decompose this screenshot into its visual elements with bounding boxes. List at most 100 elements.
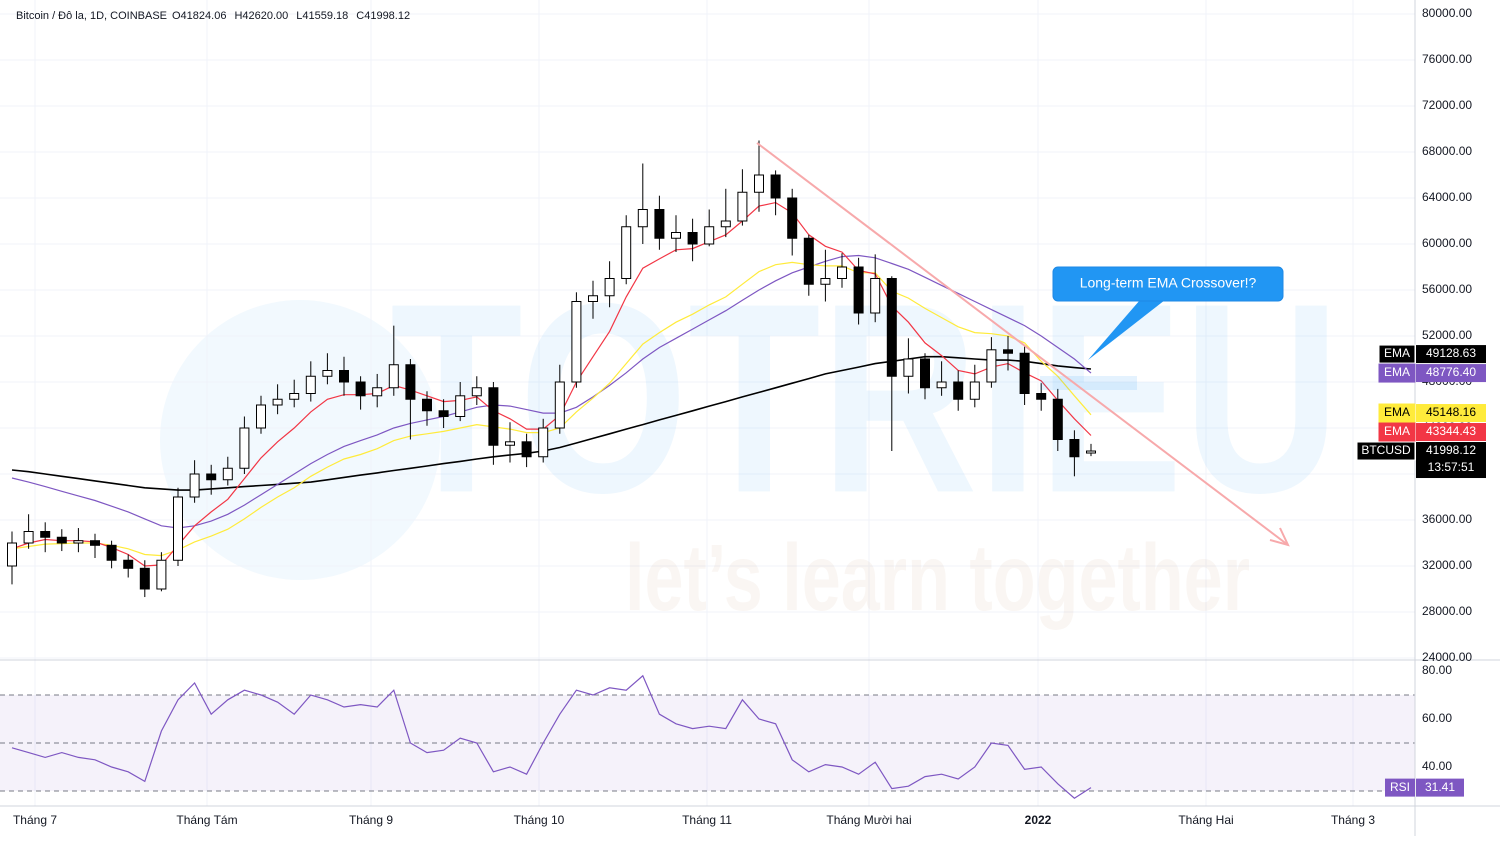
header-ohlc: L41559.18 (296, 10, 348, 22)
price-label-name: EMA (1384, 424, 1410, 438)
y-tick-label: 76000.00 (1422, 52, 1472, 66)
candle-body (837, 266, 847, 279)
price-label-value-bg (1416, 423, 1486, 442)
ema-line (11, 254, 1092, 529)
candle-body (56, 536, 67, 544)
price-label: EMA 49128.63 (1378, 344, 1486, 364)
y-tick-label: 60000.00 (1422, 236, 1472, 250)
candle-body (156, 559, 167, 590)
candle-body (405, 364, 416, 400)
y-tick-label: 64000.00 (1422, 190, 1472, 204)
candle-body (654, 209, 665, 239)
candle-body (886, 278, 897, 377)
callout-pointer (1088, 300, 1165, 360)
legend: Bitcoin / Đô la, 1D, COINBASE O41824.06 H… (16, 10, 410, 22)
candle-body (173, 496, 183, 561)
header-ohlc: O41824.06 (172, 10, 226, 22)
watermark-logo (160, 300, 440, 580)
candle-body (355, 381, 366, 397)
candle-body (953, 381, 964, 400)
price-label-name: EMA (1384, 405, 1410, 419)
candle-body (106, 544, 117, 561)
axes: Tháng 7 Tháng Tám Tháng 9 Tháng 10 Tháng 11 T… (13, 6, 1486, 827)
price-label-name: BTCUSD (1361, 443, 1411, 457)
x-tick-label: Tháng 7 (13, 813, 57, 827)
candle-body (637, 209, 648, 228)
candle-body (588, 295, 598, 302)
y-tick-label: 32000.00 (1422, 558, 1472, 572)
price-label-value-bg (1416, 364, 1486, 383)
x-tick-label: Tháng Tám (176, 813, 237, 827)
candle-body (488, 387, 499, 446)
price-label: EMA 45148.16 (1378, 403, 1486, 423)
candle-body (521, 441, 532, 458)
candle-body (139, 567, 150, 590)
candle-body (936, 381, 947, 389)
y-tick-label: 24000.00 (1422, 650, 1472, 664)
candle-body (505, 441, 515, 446)
candle-body (222, 467, 233, 481)
callout-text: Long-term EMA Crossover!? (1080, 275, 1257, 291)
candle-body (422, 398, 432, 412)
y-tick-label: 36000.00 (1422, 512, 1472, 526)
candle-body (73, 540, 84, 544)
grid (0, 0, 1415, 806)
candle-body (571, 301, 582, 383)
x-tick-label: 2022 (1025, 813, 1052, 827)
price-label-name-bg (1378, 422, 1416, 442)
candle-body (471, 387, 482, 397)
candle-body (339, 370, 349, 383)
header-symbol: Bitcoin / Đô la, 1D, COINBASE (16, 10, 167, 22)
price-label-value: 43344.43 (1426, 424, 1476, 438)
candle-body (305, 375, 316, 394)
candle-body (7, 542, 17, 567)
price-label-name-bg (1356, 441, 1416, 461)
x-tick-label: Tháng Hai (1178, 813, 1233, 827)
candle-body (1086, 450, 1096, 454)
candle-body (272, 398, 283, 406)
rsi-label-value-bg (1416, 778, 1464, 797)
price-label: EMA 43344.43 (1378, 422, 1486, 442)
price-label-value-bg (1416, 404, 1486, 423)
candle-body (671, 232, 681, 239)
candle-body (853, 266, 864, 314)
candle-body (1036, 393, 1047, 400)
watermark-slogan: let’s learn together (625, 525, 1250, 631)
trend-arrow (1269, 527, 1290, 547)
price-label-name-bg (1378, 363, 1416, 383)
candle-body (1003, 349, 1013, 354)
candles (7, 140, 1096, 598)
ema-line (11, 261, 1092, 557)
price-label-name: EMA (1384, 346, 1410, 360)
rsi-label-value: 31.41 (1425, 780, 1455, 794)
candle-body (920, 358, 930, 389)
highlight-zone (1040, 376, 1137, 390)
candle-body (239, 427, 250, 469)
price-label-value: 45148.16 (1426, 405, 1476, 419)
x-tick-label: Tháng 9 (349, 813, 393, 827)
candle-body (687, 232, 698, 245)
x-tick-label: Tháng 10 (514, 813, 565, 827)
candle-body (322, 370, 333, 377)
candle-body (754, 174, 764, 193)
candle-body (770, 174, 781, 199)
candle-body (820, 278, 831, 285)
rsi-label-name-bg (1385, 778, 1415, 797)
candle-body (704, 226, 715, 245)
y-tick-label: 40.00 (1422, 759, 1452, 773)
candle-body (90, 540, 100, 546)
y-tick-label: 28000.00 (1422, 604, 1472, 618)
price-label-time: 13:57:51 (1428, 460, 1475, 474)
candle-body (1069, 439, 1080, 458)
y-tick-label: 60.00 (1422, 711, 1452, 725)
x-tick-label: Tháng Mười hai (826, 813, 911, 827)
y-tick-label: 72000.00 (1422, 98, 1472, 112)
candle-body (438, 410, 449, 417)
y-tick-label: 68000.00 (1422, 144, 1472, 158)
y-tick-label: 56000.00 (1422, 282, 1472, 296)
time-axis-bg (0, 806, 1500, 843)
